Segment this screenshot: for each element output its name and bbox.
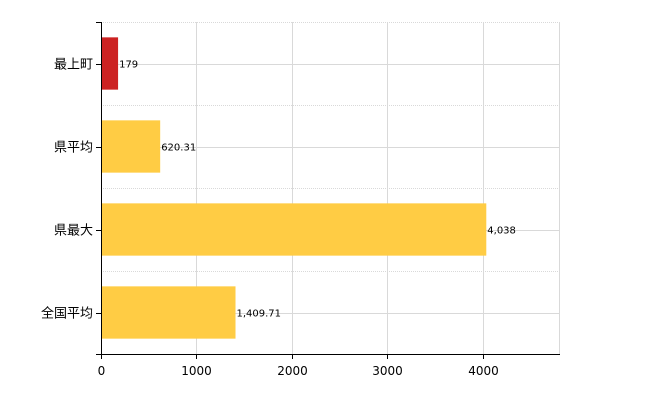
x-tick-label-2: 2000	[277, 364, 308, 378]
bar-0	[101, 37, 119, 90]
axis-layer	[96, 22, 560, 359]
x-tick-label-4: 4000	[468, 364, 499, 378]
bar-1	[101, 120, 161, 173]
data-label-3: 1,409.71	[237, 309, 282, 320]
bar-layer	[101, 37, 487, 339]
x-tick-label-0: 0	[98, 364, 106, 378]
bar-3	[101, 286, 236, 339]
category-label-1: 県平均	[54, 141, 93, 156]
data-label-0: 179	[119, 60, 138, 71]
category-label-3: 全国平均	[41, 306, 93, 322]
bar-2	[101, 203, 487, 256]
category-label-2: 県最大	[54, 224, 93, 239]
x-tick-label-3: 3000	[372, 364, 403, 378]
data-label-2: 4,038	[487, 226, 516, 237]
x-tick-label-1: 1000	[181, 364, 212, 378]
category-label-0: 最上町	[54, 58, 93, 73]
data-label-1: 620.31	[161, 143, 196, 154]
